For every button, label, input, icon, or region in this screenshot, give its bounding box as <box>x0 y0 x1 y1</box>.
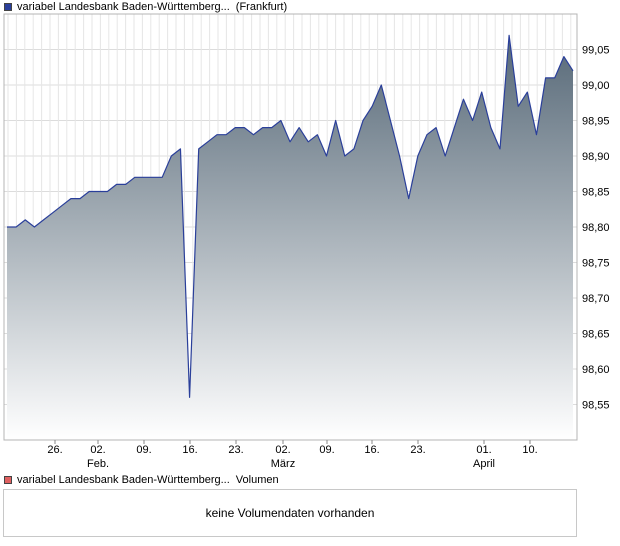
y-tick-label: 98,70 <box>582 293 610 305</box>
x-tick-label: 02. <box>275 444 290 456</box>
x-month-label: März <box>271 458 295 470</box>
volume-legend-label: Volumen <box>235 474 279 486</box>
volume-panel: keine Volumendaten vorhanden <box>3 489 577 537</box>
x-tick-label: 26. <box>47 444 62 456</box>
price-legend-swatch <box>4 3 12 11</box>
volume-legend-name: variabel Landesbank Baden-Württemberg... <box>17 474 230 486</box>
x-tick-label: 16. <box>182 444 197 456</box>
x-month-label: April <box>473 458 495 470</box>
y-tick-label: 98,75 <box>582 258 610 270</box>
x-tick-label: 02. <box>90 444 105 456</box>
y-tick-label: 98,85 <box>582 187 610 199</box>
y-tick-label: 98,90 <box>582 151 610 163</box>
x-tick-label: 09. <box>136 444 151 456</box>
volume-legend: variabel Landesbank Baden-Württemberg...… <box>4 473 279 487</box>
y-tick-label: 99,00 <box>582 80 610 92</box>
y-tick-label: 98,80 <box>582 222 610 234</box>
price-line <box>7 34 574 398</box>
x-month-label: Feb. <box>87 458 109 470</box>
y-axis: 98,55 98,60 98,65 98,70 98,75 98,80 98,85 98,90… <box>582 45 610 412</box>
plot-frame <box>3 13 578 441</box>
price-area <box>7 35 573 441</box>
y-tick-label: 98,60 <box>582 364 610 376</box>
y-tick-label: 98,55 <box>582 400 610 412</box>
x-tick-label: 10. <box>522 444 537 456</box>
x-tick-label: 23. <box>228 444 243 456</box>
price-legend-exchange: (Frankfurt) <box>235 1 288 13</box>
x-axis: 26. 02. 09. 16. 23. 02. 09. 16. 23. 01. 10. Feb. Mär… <box>47 440 538 470</box>
x-tick-label: 16. <box>364 444 379 456</box>
y-tick-label: 99,05 <box>582 45 610 57</box>
price-legend: variabel Landesbank Baden-Württemberg...… <box>4 0 287 14</box>
y-tick-label: 98,65 <box>582 329 610 341</box>
x-tick-label: 09. <box>319 444 334 456</box>
price-chart: 98,55 98,60 98,65 98,70 98,75 98,80 98,85 98,90… <box>3 13 610 470</box>
no-volume-message: keine Volumendaten vorhanden <box>205 506 375 520</box>
x-tick-label: 01. <box>476 444 491 456</box>
volume-legend-swatch <box>4 476 12 484</box>
x-tick-label: 23. <box>410 444 425 456</box>
y-tick-label: 98,95 <box>582 116 610 128</box>
price-legend-name: variabel Landesbank Baden-Württemberg... <box>17 1 230 13</box>
